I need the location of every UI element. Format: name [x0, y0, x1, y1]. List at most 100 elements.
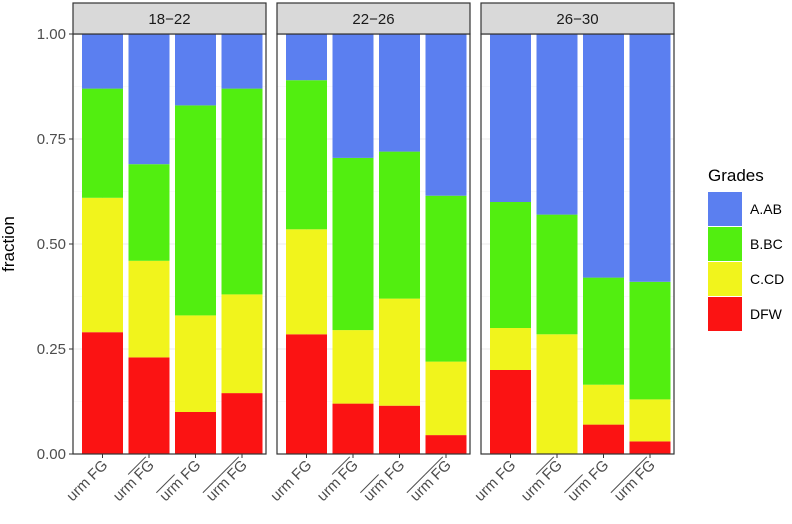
x-tick-label-text: urm FG: [314, 457, 362, 505]
facet-strip-label: 26−30: [556, 11, 598, 28]
x-tick-label-text: urm FG: [518, 457, 566, 505]
x-tick-label-text: urm FG: [63, 457, 111, 505]
y-tick-label: 0.00: [37, 446, 66, 463]
bar-segment-dfw: [583, 424, 624, 454]
bar-segment-bbc: [629, 281, 671, 400]
legend-label: B.BC: [750, 236, 783, 252]
bar-segment-ccd: [175, 315, 216, 412]
y-tick-label: 0.50: [37, 236, 66, 253]
bar-segment-aab: [583, 34, 624, 278]
legend-label: A.AB: [750, 201, 782, 217]
bar-segment-aab: [175, 34, 216, 106]
bar-segment-dfw: [175, 412, 216, 454]
x-tick-label: urm FG: [63, 457, 111, 505]
bar-segment-aab: [128, 34, 170, 165]
bar-segment-aab: [629, 34, 671, 282]
facet-strip: [480, 2, 675, 35]
legend-title: Grades: [708, 166, 764, 185]
x-tick-label-text: urm FG: [407, 457, 455, 505]
bar-segment-aab: [221, 34, 263, 89]
bar-segment-dfw: [629, 441, 671, 454]
bar-segment-bbc: [425, 195, 467, 362]
overline-urm: [202, 474, 222, 494]
bar-segment-ccd: [379, 298, 420, 406]
bar-segment-bbc: [82, 88, 123, 198]
x-tick-label-text: urm FG: [203, 457, 251, 505]
overline-fg: [220, 456, 240, 475]
x-tick-label: urm FG: [202, 456, 251, 505]
bar-segment-bbc: [128, 164, 170, 261]
x-tick-label-text: urm FG: [564, 457, 612, 505]
bar-segment-ccd: [536, 334, 578, 454]
bar-segment-aab: [490, 34, 531, 202]
bar-segment-ccd: [221, 294, 263, 394]
overline-fg: [628, 456, 648, 475]
x-tick-label-text: urm FG: [360, 457, 408, 505]
bar-segment-ccd: [332, 330, 374, 404]
overline-urm: [360, 474, 379, 494]
bar-segment-bbc: [583, 277, 624, 385]
facet-strip: [276, 2, 471, 35]
legend-key: [708, 297, 742, 331]
bar-segment-bbc: [175, 105, 216, 316]
x-tick-label: urm FG: [564, 457, 612, 505]
x-tick-label: urm FG: [406, 456, 455, 505]
x-tick-label: urm FG: [314, 456, 362, 505]
bar-segment-dfw: [490, 370, 531, 454]
bar-segment-dfw: [286, 334, 327, 454]
bar-segment-ccd: [128, 260, 170, 358]
bar-segment-aab: [536, 34, 578, 215]
bar-segment-dfw: [379, 405, 420, 454]
x-tick-label: urm FG: [156, 457, 204, 505]
overline-urm: [406, 474, 426, 494]
bar-segment-ccd: [490, 328, 531, 370]
bar-segment-ccd: [629, 399, 671, 442]
y-tick-label: 1.00: [37, 26, 66, 43]
bar-segment-bbc: [286, 80, 327, 230]
bar-segment-aab: [379, 34, 420, 152]
bar-segment-ccd: [425, 361, 467, 436]
y-tick-label: 0.25: [37, 341, 66, 358]
bar-segment-ccd: [82, 197, 123, 333]
bar-segment-dfw: [128, 357, 170, 454]
bar-segment-bbc: [332, 157, 374, 331]
legend-key: [708, 262, 742, 296]
bar-segment-dfw: [82, 332, 123, 454]
bar-segment-bbc: [536, 214, 578, 335]
facet-strip-label: 22−26: [352, 11, 394, 28]
overline-urm: [610, 474, 630, 494]
overline-fg: [424, 456, 444, 475]
y-tick-label: 0.75: [37, 131, 66, 148]
legend-label: C.CD: [750, 271, 784, 287]
legend-key: [708, 192, 742, 226]
bar-segment-aab: [82, 34, 123, 89]
bar-segment-bbc: [221, 88, 263, 295]
bar-segment-aab: [332, 34, 374, 158]
legend-key: [708, 227, 742, 261]
x-tick-label-text: urm FG: [611, 457, 659, 505]
bar-segment-aab: [425, 34, 467, 196]
x-tick-label: urm FG: [360, 457, 408, 505]
x-tick-label-text: urm FG: [156, 457, 204, 505]
bar-segment-bbc: [379, 151, 420, 299]
overline-urm: [156, 474, 175, 494]
bar-segment-dfw: [221, 393, 263, 454]
overline-fg: [127, 456, 147, 475]
overline-fg: [331, 456, 351, 475]
facet-strip-label: 18−22: [148, 11, 190, 28]
bar-segment-ccd: [286, 229, 327, 335]
overline-urm: [564, 474, 583, 494]
x-tick-label: urm FG: [110, 456, 158, 505]
overline-fg: [535, 456, 555, 475]
bar-segment-bbc: [490, 202, 531, 328]
bar-segment-ccd: [583, 384, 624, 425]
y-axis-title: fraction: [0, 216, 18, 272]
x-tick-label: urm FG: [471, 457, 519, 505]
x-tick-label: urm FG: [518, 456, 566, 505]
bar-segment-dfw: [425, 435, 467, 454]
x-tick-label: urm FG: [267, 457, 315, 505]
facet-strip: [72, 2, 267, 35]
